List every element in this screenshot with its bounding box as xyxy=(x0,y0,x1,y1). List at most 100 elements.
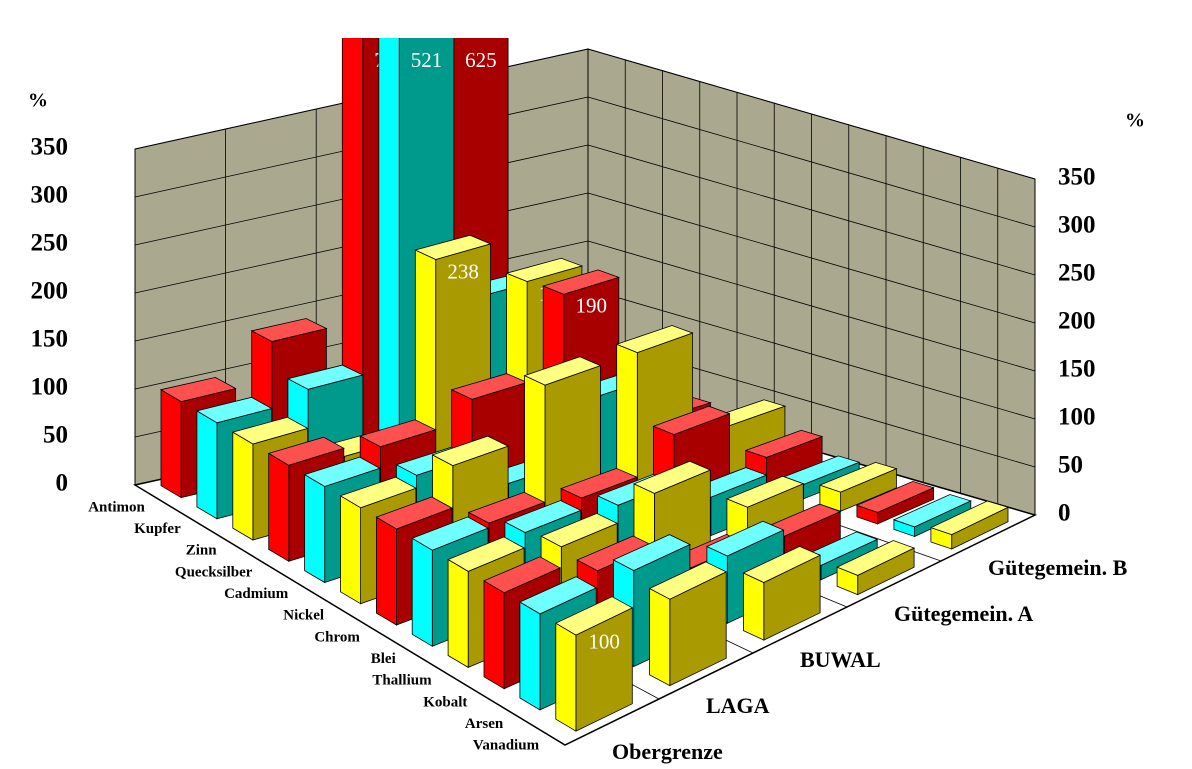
bar-front xyxy=(447,558,469,669)
y2-tick-label: 50 xyxy=(1058,452,1083,479)
bar-front xyxy=(196,410,218,520)
category-label: Obergrenze xyxy=(612,739,723,764)
bar-top xyxy=(612,534,691,571)
bar-top xyxy=(303,456,381,487)
bar-front xyxy=(232,431,254,541)
y2-tick-label: 0 xyxy=(1058,500,1071,527)
bar-top xyxy=(929,500,1010,536)
y2-tick-label: 350 xyxy=(1058,164,1096,191)
bar-top xyxy=(267,436,345,466)
bar-front xyxy=(649,587,671,687)
y-tick-label: 50 xyxy=(43,422,68,449)
bars: 625780521188238190100 xyxy=(159,38,1010,732)
bar-front xyxy=(375,516,397,626)
bar-top xyxy=(725,475,805,508)
bar-top xyxy=(431,435,510,467)
bar-top xyxy=(541,269,621,295)
bar-top xyxy=(648,561,728,600)
bar-top xyxy=(411,516,489,551)
bar-top xyxy=(286,364,364,390)
bar-top xyxy=(855,480,935,513)
y-tick-label: 150 xyxy=(31,326,69,353)
grid-line xyxy=(587,144,1036,276)
series-label: Quecksilber xyxy=(175,564,253,580)
bar-top xyxy=(632,460,712,494)
bar-top xyxy=(652,405,731,435)
bar-top xyxy=(836,540,916,576)
bar-top xyxy=(359,419,437,448)
bar-top xyxy=(195,396,273,424)
y-tick-label: 100 xyxy=(31,374,69,401)
series-label: Zinn xyxy=(186,543,218,559)
bar-top xyxy=(742,545,822,583)
floor-divider xyxy=(134,484,566,746)
series-label: Chrom xyxy=(314,629,360,645)
value-label: 625 xyxy=(465,48,497,72)
category-label: LAGA xyxy=(706,693,770,718)
grid-line xyxy=(587,96,1036,228)
series-label: Thallium xyxy=(372,673,432,689)
grid-line xyxy=(587,192,1036,324)
bar-top xyxy=(447,536,526,572)
y-tick-label: 200 xyxy=(31,278,69,305)
bar-top xyxy=(615,325,694,354)
grid-line xyxy=(587,48,1036,180)
y-axis-label: % xyxy=(28,90,48,112)
value-label: 521 xyxy=(411,48,443,72)
grid-line xyxy=(587,288,1036,420)
series-label: Antimon xyxy=(88,499,145,515)
bar-top xyxy=(483,556,561,594)
bar-front xyxy=(743,572,765,641)
bar-top xyxy=(414,234,492,260)
series-label: Blei xyxy=(371,651,396,667)
y-tick-label: 300 xyxy=(31,182,69,209)
category-label: Gütegemein. B xyxy=(988,555,1128,580)
bar-front xyxy=(411,537,433,647)
bar-top xyxy=(744,429,824,458)
bar-front xyxy=(160,388,182,499)
bar-top xyxy=(560,467,639,499)
series-label: Arsen xyxy=(465,716,504,732)
value-label: 190 xyxy=(576,294,608,318)
bar-front xyxy=(519,601,541,711)
bar-top xyxy=(554,596,634,636)
bar-top xyxy=(523,356,602,386)
bar-top xyxy=(159,376,237,403)
bar-top xyxy=(375,496,453,530)
y2-tick-label: 300 xyxy=(1058,212,1096,239)
y2-tick-label: 200 xyxy=(1058,308,1096,335)
bar-front xyxy=(483,580,505,690)
bar-top xyxy=(818,461,898,493)
y-axis-label: % xyxy=(1125,110,1145,132)
category-label: Gütegemein. A xyxy=(894,601,1033,626)
bar-front xyxy=(268,452,290,563)
bar-front xyxy=(378,38,400,472)
y-tick-label: 250 xyxy=(31,230,69,257)
bar-top xyxy=(250,318,328,342)
bar-front xyxy=(340,495,362,605)
series-label: Kupfer xyxy=(134,521,181,537)
bar-top xyxy=(505,257,584,282)
bar-front xyxy=(555,622,577,732)
bar-top xyxy=(339,476,417,509)
y-tick-label: 350 xyxy=(31,134,69,161)
y2-tick-label: 250 xyxy=(1058,260,1096,287)
value-label: 238 xyxy=(447,260,479,284)
bar-top xyxy=(467,491,546,524)
bar-top xyxy=(231,416,309,445)
bar-top xyxy=(705,520,785,557)
y2-tick-label: 150 xyxy=(1058,356,1096,383)
series-label: Kobalt xyxy=(423,694,467,710)
bar-top xyxy=(503,500,582,533)
y2-tick-label: 100 xyxy=(1058,404,1096,431)
value-label: 100 xyxy=(588,629,620,653)
category-label: BUWAL xyxy=(800,647,881,672)
bar-top xyxy=(892,494,972,528)
y-tick-label: 0 xyxy=(56,470,69,497)
bar-top xyxy=(519,576,598,615)
series-label: Vanadium xyxy=(473,738,540,754)
series-label: Cadmium xyxy=(224,586,289,602)
bar-front xyxy=(304,473,326,584)
series-label: Nickel xyxy=(283,608,324,624)
